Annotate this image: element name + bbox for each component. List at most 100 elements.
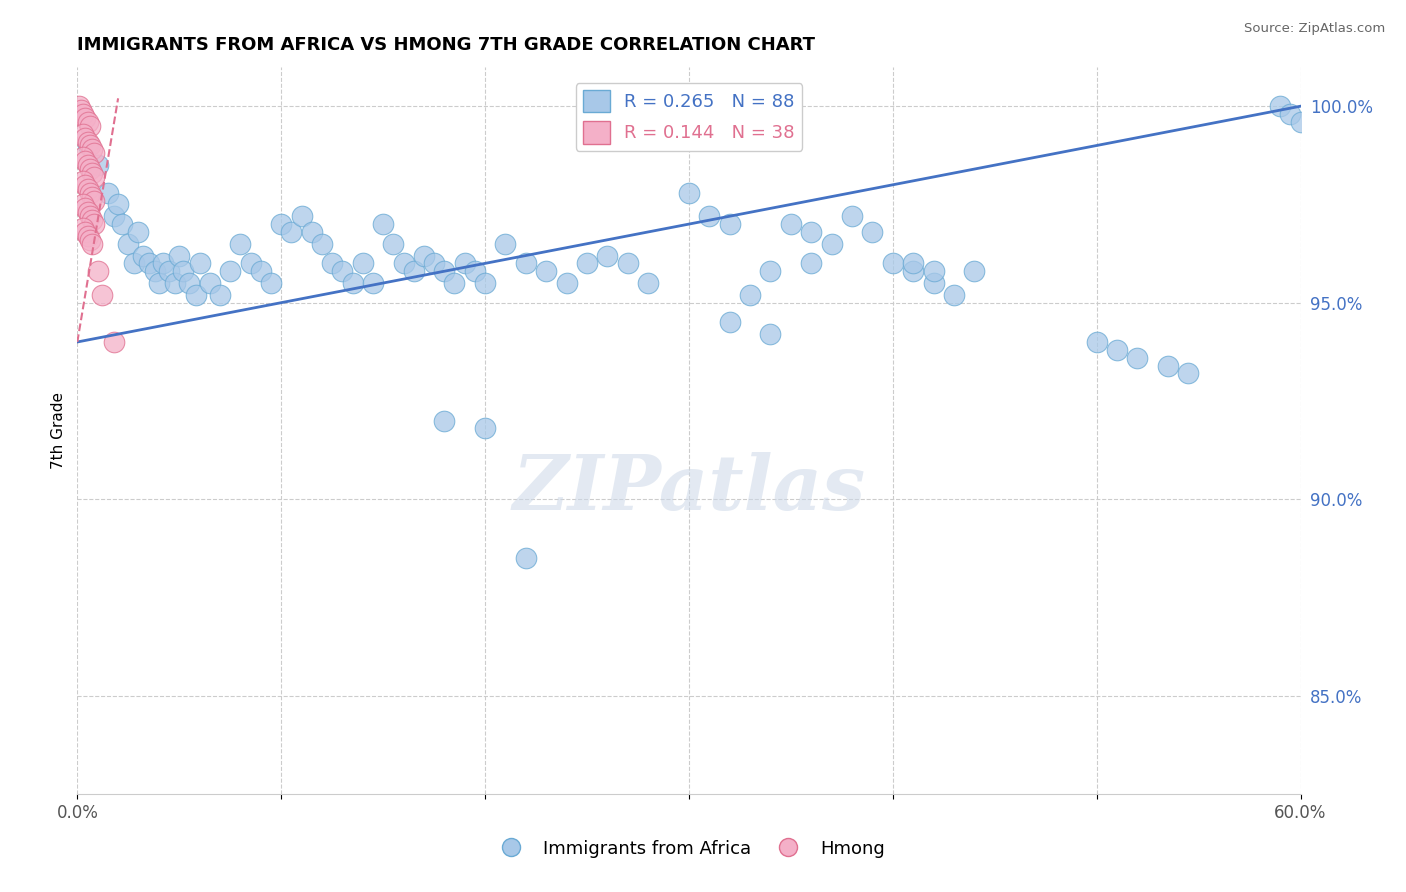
Text: ZIPatlas: ZIPatlas: [512, 451, 866, 525]
Point: [800, 225, 823, 239]
Point: [382, 236, 405, 251]
Point: [198, 276, 221, 290]
Point: [453, 256, 475, 270]
Point: [76, 205, 98, 219]
Point: [229, 236, 252, 251]
Point: [779, 217, 801, 231]
Point: [76, 135, 98, 149]
Point: [83, 194, 105, 208]
Point: [70, 103, 93, 117]
Point: [239, 256, 262, 270]
Point: [131, 248, 153, 262]
Point: [443, 276, 465, 290]
Point: [617, 256, 640, 270]
Point: [402, 264, 425, 278]
Point: [76, 228, 98, 243]
Point: [1107, 343, 1129, 357]
Point: [172, 264, 194, 278]
Point: [495, 236, 517, 251]
Point: [740, 288, 762, 302]
Point: [80, 166, 103, 180]
Point: [718, 217, 741, 231]
Point: [342, 276, 364, 290]
Point: [76, 138, 98, 153]
Point: [515, 256, 537, 270]
Point: [90, 288, 112, 302]
Point: [862, 225, 884, 239]
Point: [260, 276, 283, 290]
Point: [111, 217, 134, 231]
Point: [72, 107, 94, 121]
Point: [361, 276, 384, 290]
Point: [75, 178, 97, 192]
Point: [79, 162, 101, 177]
Point: [596, 248, 619, 262]
Point: [882, 256, 904, 270]
Point: [413, 248, 436, 262]
Legend: Immigrants from Africa, Hmong: Immigrants from Africa, Hmong: [485, 832, 893, 865]
Point: [79, 186, 101, 200]
Point: [80, 143, 103, 157]
Point: [127, 225, 149, 239]
Point: [208, 288, 231, 302]
Text: IMMIGRANTS FROM AFRICA VS HMONG 7TH GRADE CORRELATION CHART: IMMIGRANTS FROM AFRICA VS HMONG 7TH GRAD…: [77, 37, 815, 54]
Point: [76, 182, 98, 196]
Point: [922, 264, 945, 278]
Point: [963, 264, 986, 278]
Point: [165, 276, 187, 290]
Point: [188, 256, 211, 270]
Point: [72, 197, 94, 211]
Point: [637, 276, 659, 290]
Point: [1268, 99, 1291, 113]
Point: [841, 209, 863, 223]
Point: [143, 264, 166, 278]
Point: [423, 256, 446, 270]
Point: [515, 551, 537, 566]
Point: [138, 256, 160, 270]
Point: [79, 233, 101, 247]
Point: [72, 150, 94, 164]
Point: [800, 256, 823, 270]
Point: [179, 276, 201, 290]
Point: [80, 189, 103, 203]
Point: [759, 327, 782, 342]
Point: [87, 158, 110, 172]
Point: [821, 236, 844, 251]
Point: [250, 264, 273, 278]
Point: [97, 186, 120, 200]
Point: [83, 146, 105, 161]
Point: [903, 256, 925, 270]
Point: [72, 174, 94, 188]
Point: [79, 138, 101, 153]
Point: [392, 256, 415, 270]
Point: [75, 154, 97, 169]
Y-axis label: 7th Grade: 7th Grade: [51, 392, 66, 469]
Point: [1126, 351, 1149, 365]
Point: [1157, 359, 1180, 373]
Point: [942, 288, 965, 302]
Point: [107, 197, 129, 211]
Point: [1085, 334, 1108, 349]
Point: [157, 264, 180, 278]
Point: [103, 334, 125, 349]
Point: [321, 256, 343, 270]
Point: [72, 127, 94, 141]
Point: [75, 130, 97, 145]
Point: [759, 264, 782, 278]
Point: [534, 264, 557, 278]
Point: [79, 119, 101, 133]
Point: [311, 236, 333, 251]
Point: [699, 209, 721, 223]
Point: [83, 169, 105, 184]
Point: [718, 315, 741, 329]
Point: [80, 236, 103, 251]
Point: [555, 276, 578, 290]
Point: [576, 256, 599, 270]
Point: [75, 225, 97, 239]
Point: [464, 264, 486, 278]
Point: [75, 111, 97, 125]
Point: [79, 209, 101, 223]
Point: [1177, 367, 1199, 381]
Point: [922, 276, 945, 290]
Point: [1289, 115, 1312, 129]
